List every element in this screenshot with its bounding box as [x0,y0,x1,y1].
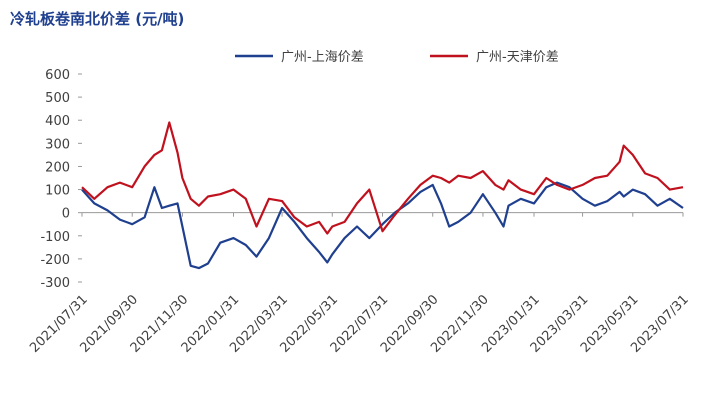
series-line [81,121,684,235]
y-tick-label: 100 [45,184,70,199]
y-tick-label: 400 [45,114,70,129]
y-tick-label: -100 [40,230,70,245]
chart-title: 冷轧板卷南北价差 (元/吨) [10,10,184,28]
y-tick-label: 200 [45,160,70,175]
y-tick-label: 600 [45,68,70,83]
legend-label: 广州-天津价差 [476,50,559,65]
y-tick-label: 500 [45,91,70,106]
y-tick-label: -300 [40,276,70,291]
y-tick-label: 0 [62,207,70,222]
y-tick-label: -200 [40,253,70,268]
series-line [81,181,684,270]
y-tick-label: 300 [45,137,70,152]
legend-label: 广州-上海价差 [281,50,364,65]
